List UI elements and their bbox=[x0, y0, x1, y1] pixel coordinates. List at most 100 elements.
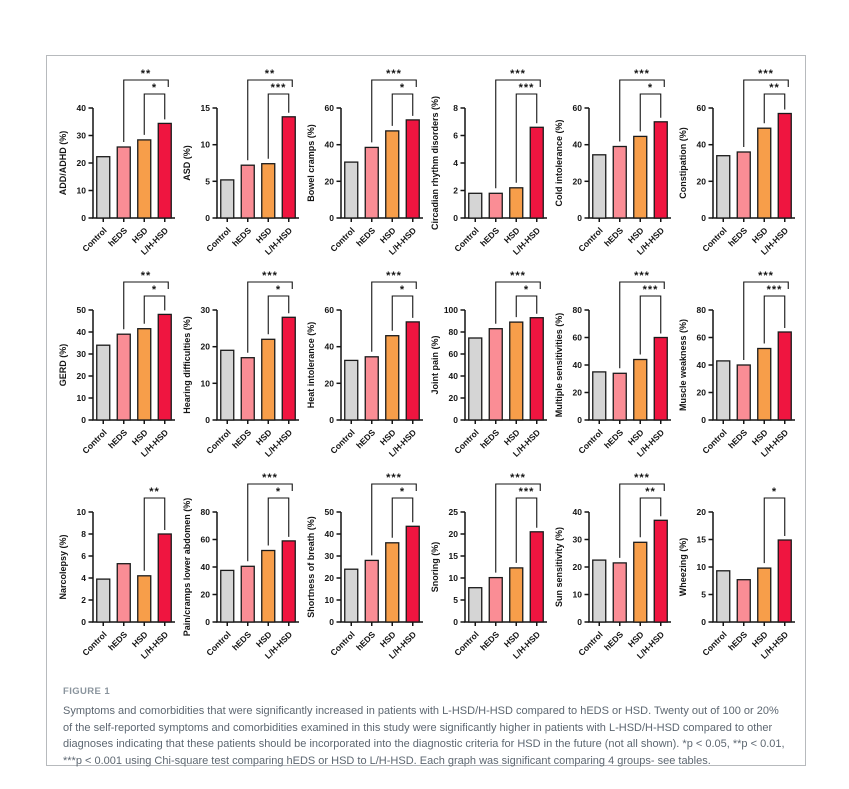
sig-bracket bbox=[619, 483, 665, 558]
sig-label: *** bbox=[643, 284, 659, 296]
bar-HSD bbox=[757, 567, 772, 623]
x-tick-label: hEDS bbox=[354, 427, 377, 450]
bar-HSD bbox=[509, 567, 524, 623]
y-tick-label: 0 bbox=[453, 617, 458, 627]
x-tick-label: Control bbox=[204, 225, 232, 253]
bar-L/H-HSD bbox=[157, 313, 172, 421]
y-tick-label: 0 bbox=[81, 213, 86, 223]
y-tick-label: 30 bbox=[573, 535, 583, 545]
bar-HSD bbox=[137, 328, 152, 421]
x-tick-label: hEDS bbox=[478, 427, 501, 450]
y-tick-label: 0 bbox=[577, 213, 582, 223]
y-axis-title: Snoring (%) bbox=[430, 542, 440, 593]
bar-HSD bbox=[509, 321, 524, 421]
y-tick-label: 20 bbox=[697, 176, 707, 186]
y-axis-title: Bowel cramps (%) bbox=[306, 124, 316, 202]
sig-label: *** bbox=[271, 82, 287, 94]
y-tick-label: 20 bbox=[77, 371, 87, 381]
bar-Control bbox=[592, 559, 607, 623]
x-tick-label: hEDS bbox=[478, 225, 501, 248]
x-tick-label: hEDS bbox=[106, 225, 129, 248]
y-tick-label: 60 bbox=[573, 103, 583, 113]
y-tick-label: 40 bbox=[325, 140, 335, 150]
x-tick-label: Control bbox=[204, 629, 232, 657]
bar-HSD bbox=[633, 358, 648, 421]
bar-hEDS bbox=[612, 145, 627, 219]
y-tick-label: 50 bbox=[77, 305, 87, 315]
bar-Control bbox=[96, 156, 111, 219]
y-tick-label: 40 bbox=[201, 562, 211, 572]
y-tick-label: 0 bbox=[329, 213, 334, 223]
y-tick-label: 20 bbox=[325, 378, 335, 388]
sig-bracket bbox=[371, 79, 417, 143]
y-tick-label: 80 bbox=[449, 327, 459, 337]
bar-hEDS bbox=[240, 357, 255, 421]
sig-label: ** bbox=[149, 486, 160, 498]
y-axis-title: Multiple sensitivities (%) bbox=[554, 313, 564, 418]
bar-L/H-HSD bbox=[281, 540, 296, 623]
x-tick-label: Control bbox=[80, 629, 108, 657]
sig-bracket bbox=[515, 497, 538, 563]
sig-label: * bbox=[400, 486, 405, 498]
y-tick-label: 20 bbox=[697, 507, 707, 517]
bar-hEDS bbox=[488, 328, 503, 421]
x-tick-label: Control bbox=[80, 427, 108, 455]
figure-label: FIGURE 1 bbox=[63, 686, 111, 697]
y-tick-label: 0 bbox=[453, 213, 458, 223]
sig-bracket bbox=[267, 93, 290, 159]
sig-bracket bbox=[143, 93, 166, 135]
sig-label: *** bbox=[758, 270, 774, 282]
y-axis-title: Joint pain (%) bbox=[430, 336, 440, 395]
x-tick-label: hEDS bbox=[230, 225, 253, 248]
bar-L/H-HSD bbox=[777, 112, 792, 219]
sig-bracket bbox=[763, 295, 786, 344]
y-tick-label: 10 bbox=[573, 590, 583, 600]
figure-panel: 0 10 20 30 40 Control hEDS HSD L/H-HSD ADD/ADHD (… bbox=[46, 55, 806, 767]
sig-bracket bbox=[763, 93, 786, 124]
sig-bracket bbox=[391, 295, 414, 331]
y-tick-label: 0 bbox=[577, 415, 582, 425]
y-tick-label: 8 bbox=[453, 103, 458, 113]
bar-HSD bbox=[385, 335, 400, 421]
y-axis-title: GERD (%) bbox=[58, 344, 68, 387]
bar-hEDS bbox=[736, 151, 751, 219]
y-tick-label: 10 bbox=[325, 595, 335, 605]
y-tick-label: 60 bbox=[697, 103, 707, 113]
sig-bracket bbox=[639, 295, 662, 355]
bar-hEDS bbox=[364, 559, 379, 623]
sig-bracket bbox=[391, 93, 414, 126]
y-tick-label: 60 bbox=[449, 349, 459, 359]
y-tick-label: 40 bbox=[77, 327, 87, 337]
bar-Control bbox=[716, 360, 731, 421]
bar-L/H-HSD bbox=[529, 126, 544, 219]
x-tick-label: hEDS bbox=[106, 629, 129, 652]
sig-label: *** bbox=[386, 68, 402, 80]
bar-hEDS bbox=[116, 146, 131, 219]
y-tick-label: 20 bbox=[573, 562, 583, 572]
y-tick-label: 60 bbox=[573, 333, 583, 343]
x-tick-label: Control bbox=[576, 629, 604, 657]
charts-grid: 0 10 20 30 40 Control hEDS HSD L/H-HSD ADD/ADHD (… bbox=[47, 56, 805, 674]
sig-label: * bbox=[772, 486, 777, 498]
sig-label: *** bbox=[510, 472, 526, 484]
sig-bracket bbox=[371, 281, 417, 352]
sig-bracket bbox=[143, 295, 166, 324]
sig-bracket bbox=[247, 79, 293, 161]
bar-HSD bbox=[137, 575, 152, 623]
bar-hEDS bbox=[364, 146, 379, 219]
bar-hEDS bbox=[612, 372, 627, 421]
x-tick-label: hEDS bbox=[726, 427, 749, 450]
x-tick-label: Control bbox=[700, 427, 728, 455]
bar-L/H-HSD bbox=[405, 525, 420, 623]
bar-hEDS bbox=[364, 356, 379, 421]
y-tick-label: 30 bbox=[201, 305, 211, 315]
sig-label: *** bbox=[519, 82, 535, 94]
sig-label: ** bbox=[141, 270, 152, 282]
y-tick-label: 80 bbox=[573, 305, 583, 315]
bar-hEDS bbox=[736, 364, 751, 421]
